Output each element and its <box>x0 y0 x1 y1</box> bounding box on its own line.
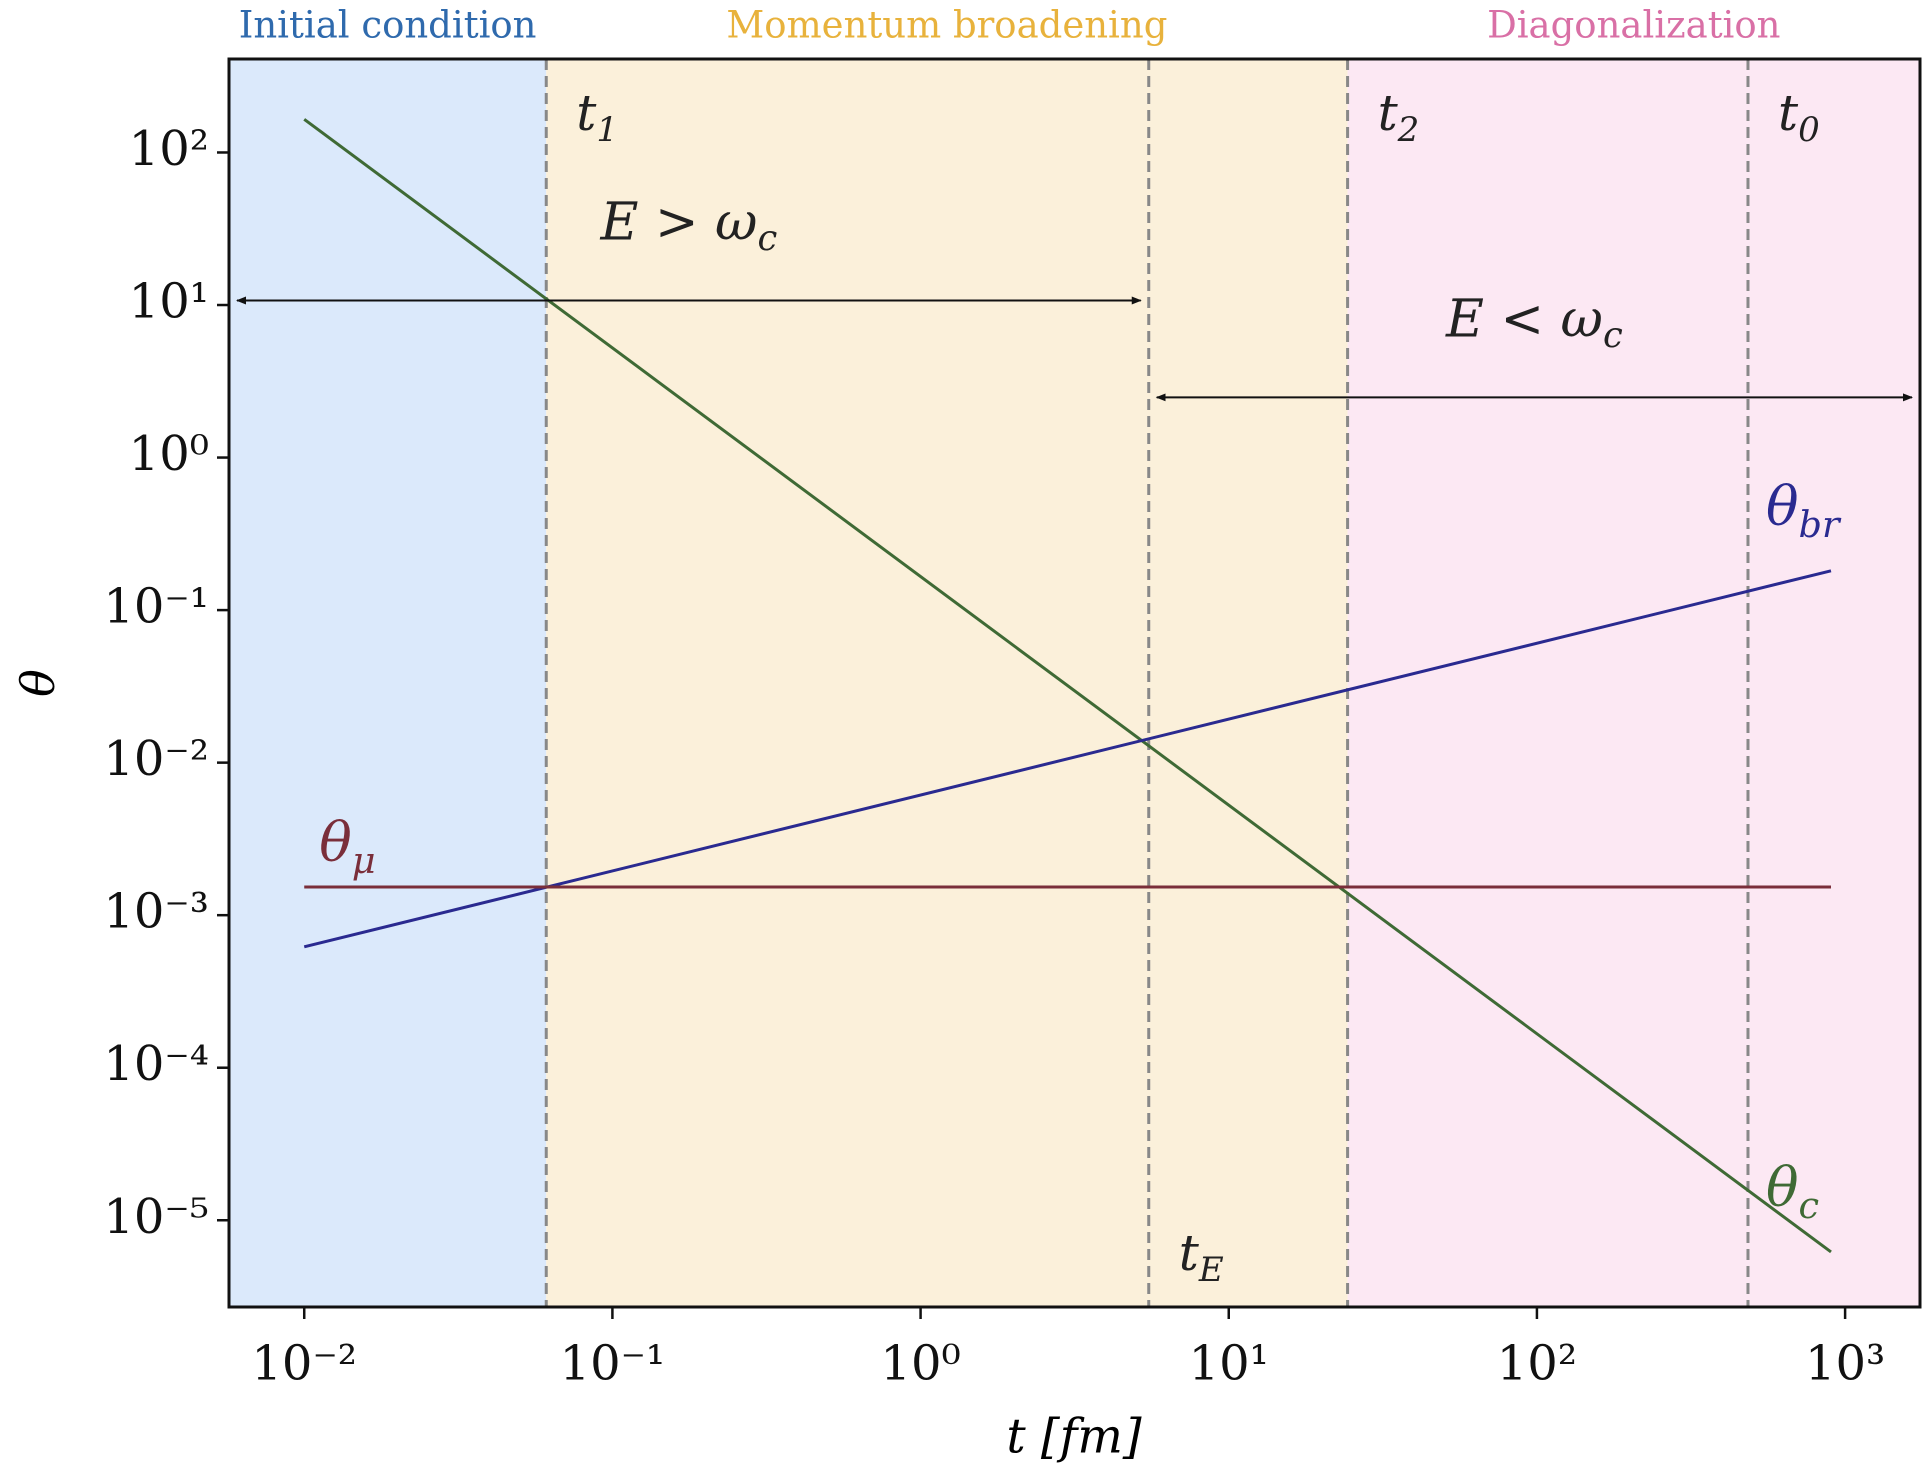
series-label-subscript: br <box>1799 502 1843 545</box>
y-tick-label: 10¹ <box>129 274 209 330</box>
region-label: Diagonalization <box>1487 4 1780 47</box>
x-tick-label: 10⁻² <box>251 1336 357 1392</box>
region-label: Initial condition <box>239 4 537 47</box>
series-label-symbol: θ <box>319 811 352 874</box>
region <box>546 59 1348 1307</box>
marker-label-subscript: 2 <box>1397 110 1420 150</box>
marker-label: t0 <box>1778 84 1820 150</box>
marker-label-symbol: t <box>1378 84 1399 142</box>
arrow-label-subscript: c <box>757 218 777 259</box>
x-tick-label: 10² <box>1497 1336 1577 1392</box>
x-tick-label: 10⁻¹ <box>560 1336 666 1392</box>
arrow-label: E < ωc <box>1445 289 1623 356</box>
y-tick-label: 10⁻⁴ <box>103 1036 209 1092</box>
marker-label-symbol: t <box>1179 1224 1200 1282</box>
series-label-subscript: μ <box>352 839 376 882</box>
region <box>1347 59 1920 1307</box>
y-tick-label: 10⁻⁵ <box>103 1189 209 1245</box>
marker-label: t1 <box>576 84 618 150</box>
plot-frame <box>227 57 1922 1309</box>
marker-label: tE <box>1179 1224 1224 1290</box>
region <box>229 59 547 1307</box>
region-label: Momentum broadening <box>726 4 1167 47</box>
y-tick-label: 10² <box>129 121 209 177</box>
series-label-subscript: c <box>1799 1184 1820 1227</box>
marker-label-symbol: t <box>1778 84 1799 142</box>
marker-label-subscript: E <box>1198 1250 1224 1290</box>
y-tick-label: 10⁻³ <box>103 884 209 940</box>
marker-label-subscript: 1 <box>596 110 618 150</box>
series-line <box>303 569 1832 949</box>
x-axis-label: t [fm] <box>1006 1409 1142 1465</box>
x-tick-label: 10⁰ <box>880 1336 960 1392</box>
y-tick-label: 10⁻² <box>103 731 209 787</box>
arrow-label-symbol: E < ω <box>1445 289 1603 349</box>
arrow-label-symbol: E > ω <box>599 192 757 252</box>
y-tick-label: 10⁻¹ <box>103 579 209 635</box>
y-axis-label: θ <box>11 669 65 697</box>
series-label: θc <box>1766 1156 1819 1227</box>
x-tick-label: 10¹ <box>1189 1336 1269 1392</box>
arrow-label-subscript: c <box>1603 315 1623 356</box>
series-label-symbol: θ <box>1766 1156 1799 1219</box>
series-label-symbol: θ <box>1766 475 1799 538</box>
series-label: θbr <box>1766 475 1842 546</box>
marker-label: t2 <box>1378 84 1420 150</box>
y-tick-label: 10⁰ <box>129 426 209 482</box>
marker-label-symbol: t <box>576 84 597 142</box>
marker-label-subscript: 0 <box>1798 110 1820 150</box>
series-label: θμ <box>319 811 375 882</box>
arrow-label: E > ωc <box>599 192 777 259</box>
series-line <box>303 118 1832 1254</box>
x-tick-label: 10³ <box>1805 1336 1885 1392</box>
